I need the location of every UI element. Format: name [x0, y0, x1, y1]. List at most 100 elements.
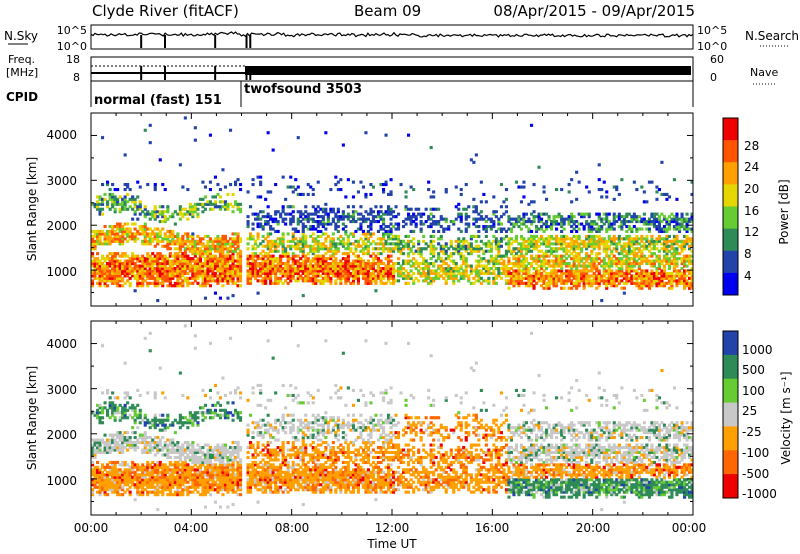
power-cell [540, 259, 544, 263]
power-cell [143, 239, 147, 243]
velocity-cell [96, 450, 100, 454]
velocity-cell [101, 416, 105, 420]
power-cell [321, 247, 325, 251]
power-cell [326, 274, 330, 278]
power-cell [645, 222, 649, 226]
velocity-cell [123, 441, 127, 445]
power-cell [547, 225, 551, 229]
power-cell [399, 271, 403, 275]
power-cell [514, 274, 518, 278]
power-cell [685, 212, 689, 216]
power-cell [622, 249, 626, 253]
power-cell [675, 247, 679, 251]
power-cell [432, 264, 436, 268]
power-cell [133, 210, 137, 214]
power-cell [570, 244, 574, 248]
power-cell [407, 207, 411, 211]
power-cell [309, 185, 313, 189]
power-cell [341, 244, 345, 248]
velocity-cell [98, 441, 102, 445]
power-cell [316, 180, 320, 184]
power-cell [449, 239, 453, 243]
power-cell [126, 227, 130, 231]
power-cell [314, 254, 318, 258]
power-cell [484, 269, 488, 273]
power-cell [266, 244, 270, 248]
power-cell [499, 267, 503, 271]
power-cell [557, 274, 561, 278]
power-cell [675, 269, 679, 273]
power-cell [143, 232, 147, 236]
power-cell [361, 259, 365, 263]
power-cell [454, 276, 458, 280]
power-cell [432, 252, 436, 256]
velocity-cell [106, 463, 110, 467]
power-cell [296, 210, 300, 214]
power-cell [211, 254, 215, 258]
power-cell [442, 269, 446, 273]
power-cell [437, 222, 441, 226]
power-cell [334, 264, 338, 268]
power-cell [279, 254, 283, 258]
power-cell [650, 254, 654, 258]
power-cell [535, 271, 539, 275]
power-cell [236, 257, 240, 261]
power-cell [151, 269, 155, 273]
power-cell [419, 215, 423, 219]
power-cell [148, 262, 152, 266]
power-cell [304, 276, 308, 280]
power-cell [151, 274, 155, 278]
power-cell [522, 195, 526, 199]
power-cell [469, 242, 473, 246]
power-cell [111, 262, 115, 266]
power-cell [404, 205, 408, 209]
power-cell [567, 190, 571, 194]
power-cell [261, 249, 265, 253]
power-cell [229, 276, 233, 280]
power-cell [499, 183, 503, 187]
power-cell [284, 254, 288, 258]
power-colorbar-swatch [723, 228, 738, 252]
power-cell [171, 234, 175, 238]
power-cell [379, 279, 383, 283]
power-cell [93, 274, 97, 278]
power-cell [369, 183, 373, 187]
power-cell [113, 229, 117, 233]
power-cell [547, 244, 551, 248]
power-cell [394, 205, 398, 209]
power-cell [657, 227, 661, 231]
power-cell [404, 190, 408, 194]
power-cell [499, 254, 503, 258]
power-cell [173, 254, 177, 258]
velocity-cell [96, 475, 100, 479]
power-cell [324, 259, 328, 263]
nsky-series [90, 31, 694, 38]
power-cell [437, 264, 441, 268]
power-cell [276, 262, 280, 266]
velocity-cell [106, 408, 110, 412]
power-cell [482, 279, 486, 283]
power-cell [166, 284, 170, 288]
power-cell [602, 257, 606, 261]
power-cell [158, 158, 162, 162]
power-cell [457, 252, 461, 256]
power-ytick-1000: 1000 [46, 265, 77, 279]
velocity-cell [113, 465, 117, 469]
power-cell [221, 259, 225, 263]
power-cell [672, 215, 676, 219]
power-cell [647, 271, 651, 275]
power-cell [291, 190, 295, 194]
power-cell [299, 267, 303, 271]
power-cell [118, 274, 122, 278]
power-cell [680, 222, 684, 226]
power-cell [246, 271, 250, 275]
power-cell [615, 284, 619, 288]
power-cell [339, 239, 343, 243]
velocity-cell [121, 480, 125, 484]
power-cell [602, 212, 606, 216]
power-cell [371, 267, 375, 271]
power-cell [660, 259, 664, 263]
power-ylabel: Slant Range [km] [25, 157, 39, 261]
power-cell [514, 222, 518, 226]
power-cell [590, 227, 594, 231]
